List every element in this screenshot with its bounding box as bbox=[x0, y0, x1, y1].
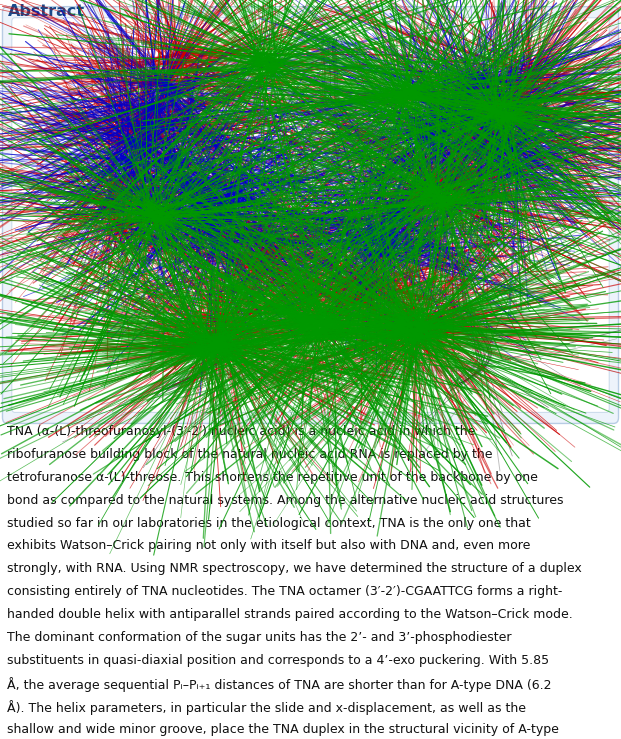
Text: The dominant conformation of the sugar units has the 2’- and 3’-phosphodiester: The dominant conformation of the sugar u… bbox=[7, 631, 512, 644]
Text: studied so far in our laboratories in the etiological context, TNA is the only o: studied so far in our laboratories in th… bbox=[7, 517, 531, 530]
Text: tetrofuranose α-(L)-threose. This shortens the repetitive unit of the backbone b: tetrofuranose α-(L)-threose. This shorte… bbox=[7, 471, 538, 484]
Text: Å). The helix parameters, in particular the slide and x-displacement, as well as: Å). The helix parameters, in particular … bbox=[7, 700, 527, 715]
Text: shallow and wide minor groove, place the TNA duplex in the structural vicinity o: shallow and wide minor groove, place the… bbox=[7, 723, 560, 736]
Text: Å, the average sequential Pᵢ–Pᵢ₊₁ distances of TNA are shorter than for A-type D: Å, the average sequential Pᵢ–Pᵢ₊₁ distan… bbox=[7, 677, 552, 692]
Text: strongly, with RNA. Using NMR spectroscopy, we have determined the structure of : strongly, with RNA. Using NMR spectrosco… bbox=[7, 562, 582, 576]
Text: exhibits Watson–Crick pairing not only with itself but also with DNA and, even m: exhibits Watson–Crick pairing not only w… bbox=[7, 539, 531, 553]
Text: handed double helix with antiparallel strands paired according to the Watson–Cri: handed double helix with antiparallel st… bbox=[7, 608, 573, 621]
Text: Abstract: Abstract bbox=[7, 4, 84, 19]
Text: TNA (α-(L)-threofuranosyl-(3′-2′) nucleic acid) is a nucleic acid in which the: TNA (α-(L)-threofuranosyl-(3′-2′) nuclei… bbox=[7, 425, 476, 438]
Text: ribofuranose building block of the natural nucleic acid RNA is replaced by the: ribofuranose building block of the natur… bbox=[7, 448, 493, 461]
Text: TNA (α-(L)-threofuranosyl-(3′-2′) nucleic acid) is a nucleic acid in which the r: TNA (α-(L)-threofuranosyl-(3′-2′) nuclei… bbox=[0, 738, 1, 739]
Text: substituents in quasi-diaxial position and corresponds to a 4’-exo puckering. Wi: substituents in quasi-diaxial position a… bbox=[7, 654, 550, 667]
Text: bond as compared to the natural systems. Among the alternative nucleic acid stru: bond as compared to the natural systems.… bbox=[7, 494, 564, 507]
FancyBboxPatch shape bbox=[2, 7, 619, 423]
Text: consisting entirely of TNA nucleotides. The TNA octamer (3′-2′)-CGAATTCG forms a: consisting entirely of TNA nucleotides. … bbox=[7, 585, 563, 599]
FancyBboxPatch shape bbox=[12, 18, 609, 412]
